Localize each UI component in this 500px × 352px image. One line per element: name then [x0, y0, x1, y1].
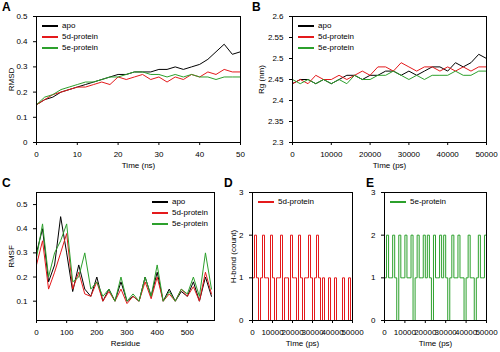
svg-text:10000: 10000	[261, 328, 284, 338]
svg-text:0.5: 0.5	[16, 12, 28, 21]
svg-text:1: 1	[371, 273, 376, 282]
svg-text:500: 500	[181, 328, 195, 337]
svg-text:30: 30	[154, 150, 163, 159]
svg-text:200: 200	[90, 328, 104, 337]
svg-text:40000: 40000	[455, 328, 478, 337]
html-text:D: D	[224, 176, 233, 190]
svg-text:0: 0	[239, 316, 244, 325]
html-text:E: E	[366, 176, 374, 190]
svg-text:40: 40	[195, 150, 204, 159]
svg-text:0.4: 0.4	[16, 224, 28, 233]
svg-text:0.4: 0.4	[16, 37, 28, 46]
svg-text:0: 0	[382, 328, 387, 337]
svg-text:300: 300	[120, 328, 134, 337]
svg-text:10: 10	[73, 150, 82, 159]
svg-text:0: 0	[34, 328, 39, 337]
svg-text:40000: 40000	[437, 150, 460, 159]
svg-text:0.3: 0.3	[16, 248, 28, 257]
html-text:C: C	[2, 176, 11, 190]
svg-text:0.1: 0.1	[16, 113, 28, 122]
svg-text:0.2: 0.2	[16, 273, 28, 282]
svg-text:50000: 50000	[475, 328, 498, 337]
svg-text:0: 0	[34, 150, 39, 159]
svg-text:30000: 30000	[435, 328, 458, 337]
svg-text:50: 50	[236, 150, 245, 159]
svg-text:0: 0	[371, 316, 376, 325]
svg-text:0: 0	[290, 150, 295, 159]
svg-text:2: 2	[239, 231, 244, 240]
svg-text:400: 400	[150, 328, 164, 337]
svg-text:2.35: 2.35	[268, 117, 284, 126]
svg-text:0.3: 0.3	[16, 62, 28, 71]
svg-text:Time (ps): Time (ps)	[373, 161, 407, 170]
svg-text:3: 3	[239, 188, 244, 197]
svg-text:RMSD: RMSD	[7, 68, 16, 92]
svg-text:2.6: 2.6	[272, 12, 284, 21]
svg-text:Residue: Residue	[111, 339, 141, 348]
html-text:5d-protein: 5d-protein	[318, 32, 354, 41]
html-text:apo: apo	[62, 21, 76, 30]
html-text:apo: apo	[172, 197, 186, 206]
html-text:5e-protein: 5e-protein	[318, 43, 354, 52]
svg-text:2.5: 2.5	[272, 54, 284, 63]
svg-text:0.5: 0.5	[16, 200, 28, 209]
svg-text:1: 1	[239, 273, 244, 282]
html-text:5d-protein: 5d-protein	[172, 208, 208, 217]
svg-text:10000: 10000	[320, 150, 343, 159]
svg-text:H-bond (count): H-bond (count)	[229, 229, 238, 283]
svg-text:30000: 30000	[301, 328, 324, 338]
html-text:apo: apo	[318, 21, 332, 30]
svg-text:2.45: 2.45	[268, 75, 284, 84]
svg-text:20000: 20000	[414, 328, 437, 337]
svg-text:2.55: 2.55	[268, 33, 284, 42]
html-text:5d-protein: 5d-protein	[278, 197, 314, 206]
html-text:5e-protein: 5e-protein	[410, 197, 446, 206]
html-text:A: A	[2, 0, 11, 14]
html-text:5e-protein: 5e-protein	[172, 219, 208, 228]
svg-text:2.4: 2.4	[272, 96, 284, 105]
svg-text:20000: 20000	[281, 328, 304, 338]
svg-text:Rg (nm): Rg (nm)	[257, 65, 266, 94]
html-text:5e-protein: 5e-protein	[62, 43, 98, 52]
svg-text:2.3: 2.3	[272, 138, 284, 147]
svg-text:3: 3	[371, 188, 376, 198]
svg-text:20000: 20000	[359, 150, 382, 159]
html-text:5d-protein: 5d-protein	[62, 32, 98, 41]
svg-text:20: 20	[114, 150, 123, 159]
svg-text:100: 100	[60, 328, 74, 337]
svg-text:Time (ps): Time (ps)	[419, 339, 453, 348]
svg-text:0.1: 0.1	[16, 297, 28, 306]
svg-text:30000: 30000	[398, 150, 421, 159]
html-text:B: B	[252, 0, 261, 14]
svg-text:Time (ns): Time (ns)	[122, 161, 156, 170]
svg-text:0.2: 0.2	[16, 88, 28, 97]
svg-text:50000: 50000	[475, 150, 498, 159]
svg-text:50000: 50000	[341, 328, 364, 337]
svg-text:2: 2	[371, 231, 376, 240]
svg-text:RMSF: RMSF	[7, 245, 16, 268]
svg-text:10000: 10000	[394, 328, 417, 337]
svg-text:40000: 40000	[321, 328, 344, 338]
svg-text:Time (ps): Time (ps)	[286, 339, 320, 348]
svg-text:0: 0	[250, 328, 255, 337]
svg-text:0: 0	[23, 138, 28, 147]
